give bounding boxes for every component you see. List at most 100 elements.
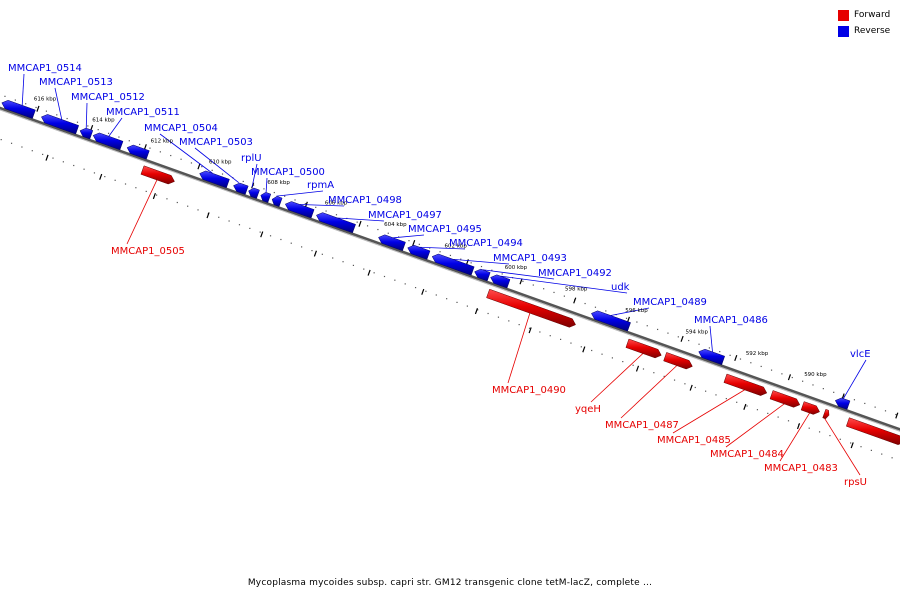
leader-line — [620, 365, 678, 419]
gene-label-mmcap1_0498[interactable]: MMCAP1_0498 — [328, 195, 402, 206]
scale-tick-label: 590 kbp — [804, 372, 827, 378]
gene-label-mmcap1_0484[interactable]: MMCAP1_0484 — [710, 449, 784, 460]
gene-arrow-mmcap1_0511[interactable] — [92, 132, 124, 151]
gene-label-mmcap1_0486[interactable]: MMCAP1_0486 — [694, 315, 768, 326]
gene-arrow-mmcap1_0505[interactable] — [140, 165, 175, 185]
gene-label-vlce[interactable]: vlcE — [850, 349, 871, 360]
leader-line — [507, 313, 531, 384]
legend: Forward Reverse — [838, 8, 892, 40]
gene-label-yqeh[interactable]: yqeH — [575, 404, 601, 415]
legend-item-reverse: Reverse — [838, 24, 892, 38]
tick-dot-layer — [0, 95, 899, 459]
gene-arrow-mmcap1_0486[interactable] — [698, 348, 726, 366]
gene-label-mmcap1_0489[interactable]: MMCAP1_0489 — [633, 297, 707, 308]
gene-arrow-vlce[interactable] — [834, 397, 851, 410]
gene-arrow-mmcap1_0485[interactable] — [723, 373, 768, 396]
scale-tick-label: 606 kbp — [325, 201, 348, 207]
gene-arrow-mmcap1_0513[interactable] — [41, 114, 80, 135]
gene-arrow-mmcap1_0495[interactable] — [378, 234, 406, 252]
leader-line — [251, 163, 258, 188]
gene-arrow-mmcap1_0487[interactable] — [663, 352, 693, 370]
scale-tick-label: 596 kbp — [625, 308, 648, 314]
leader-line — [108, 117, 123, 137]
gene-arrow-mmcap1_0484[interactable] — [769, 390, 801, 408]
scale-tick-label: 592 kbp — [746, 351, 769, 357]
scale-label-layer: 616 kbp 614 kbp 612 kbp 610 kbp 608 kbp 606 k… — [34, 97, 827, 378]
gene-label-mmcap1_0513[interactable]: MMCAP1_0513 — [39, 77, 113, 88]
gene-arrow-rplu[interactable] — [233, 182, 249, 195]
gene-label-rplu[interactable]: rplU — [241, 153, 262, 164]
gene-arrow-mmcap1_0500[interactable] — [260, 192, 272, 203]
gene-label-mmcap1_0490[interactable]: MMCAP1_0490 — [492, 385, 566, 396]
scale-tick-label: 600 kbp — [505, 265, 528, 271]
gene-arrow-mmcap1_0504[interactable] — [126, 144, 150, 160]
gene-label-mmcap1_0483[interactable]: MMCAP1_0483 — [764, 463, 838, 474]
gene-label-mmcap1_0511[interactable]: MMCAP1_0511 — [106, 107, 180, 118]
legend-swatch-forward — [838, 9, 849, 21]
gene-label-mmcap1_0503[interactable]: MMCAP1_0503 — [179, 137, 253, 148]
gene-label-mmcap1_0492[interactable]: MMCAP1_0492 — [538, 268, 612, 279]
scale-tick-label: 612 kbp — [151, 138, 174, 144]
gene-arrow-mmcap1_0498[interactable] — [284, 201, 315, 219]
leader-line — [482, 269, 555, 280]
leader-line — [54, 87, 63, 120]
gene-label-mmcap1_0505[interactable]: MMCAP1_0505 — [111, 246, 185, 257]
leader-line — [843, 359, 867, 399]
gene-label-mmcap1_0512[interactable]: MMCAP1_0512 — [71, 92, 145, 103]
leader-line — [453, 258, 510, 265]
gene-arrow-rpsu[interactable] — [822, 408, 830, 420]
gene-label-mmcap1_0485[interactable]: MMCAP1_0485 — [657, 435, 731, 446]
gene-label-rpma[interactable]: rpmA — [307, 180, 334, 191]
gene-arrow-mmcap1_0514[interactable] — [1, 100, 36, 119]
gene-arrow-mmcap1_0483[interactable] — [800, 401, 820, 415]
gene-label-mmcap1_0514[interactable]: MMCAP1_0514 — [8, 63, 82, 74]
gene-arrow-mmcap1_0493[interactable] — [431, 253, 475, 276]
gene-arrow-rpma[interactable] — [271, 196, 283, 207]
gene-arrow-rplu_b[interactable] — [248, 187, 260, 199]
gene-layer — [1, 100, 900, 445]
gene-label-mmcap1_0495[interactable]: MMCAP1_0495 — [408, 224, 482, 235]
leader-line — [126, 179, 158, 245]
legend-swatch-reverse — [838, 25, 849, 37]
gene-label-mmcap1_0487[interactable]: MMCAP1_0487 — [605, 420, 679, 431]
gene-arrow-fwd_tail[interactable] — [845, 417, 900, 445]
gene-label-udk[interactable]: udk — [611, 282, 630, 293]
gene-label-mmcap1_0494[interactable]: MMCAP1_0494 — [449, 238, 523, 249]
leader-line — [419, 246, 466, 250]
leader-line — [500, 275, 628, 294]
gene-arrow-mmcap1_0497[interactable] — [316, 212, 356, 234]
gene-arrow-mmcap1_0489[interactable] — [591, 310, 631, 332]
leader-line — [590, 353, 644, 403]
gene-arrow-udk[interactable] — [490, 274, 511, 289]
leader-line — [672, 389, 745, 434]
gene-label-mmcap1_0493[interactable]: MMCAP1_0493 — [493, 253, 567, 264]
gene-arrow-yqeh[interactable] — [625, 338, 662, 359]
gene-arrow-mmcap1_0494[interactable] — [407, 244, 431, 260]
leader-line — [709, 325, 713, 352]
backbone-layer — [0, 106, 900, 432]
leader-line — [159, 133, 213, 174]
leader-line — [265, 177, 268, 193]
leader-line — [779, 412, 810, 462]
scale-tick-label: 604 kbp — [384, 222, 407, 228]
legend-label-forward: Forward — [854, 10, 891, 20]
gene-label-rpsu[interactable]: rpsU — [844, 477, 867, 488]
scale-tick-label: 608 kbp — [267, 180, 290, 186]
gene-arrow-mmcap1_0492[interactable] — [474, 268, 491, 282]
leader-line — [194, 147, 240, 183]
gene-label-mmcap1_0500[interactable]: MMCAP1_0500 — [251, 167, 325, 178]
scale-tick-label: 610 kbp — [209, 159, 232, 165]
leader-line — [393, 234, 425, 239]
leader-line — [21, 73, 25, 106]
scale-tick-label: 598 kbp — [565, 286, 588, 292]
leader-line — [725, 403, 785, 448]
gene-arrow-mmcap1_0490[interactable] — [486, 288, 576, 328]
gene-label-mmcap1_0504[interactable]: MMCAP1_0504 — [144, 123, 218, 134]
gene-label-mmcap1_0497[interactable]: MMCAP1_0497 — [368, 210, 442, 221]
gene-arrow-mmcap1_0503[interactable] — [199, 170, 230, 189]
leader-line — [824, 418, 861, 476]
leader-line — [610, 307, 650, 316]
gene-arrow-mmcap1_0512[interactable] — [79, 127, 94, 140]
scale-tick-label: 616 kbp — [34, 97, 57, 103]
